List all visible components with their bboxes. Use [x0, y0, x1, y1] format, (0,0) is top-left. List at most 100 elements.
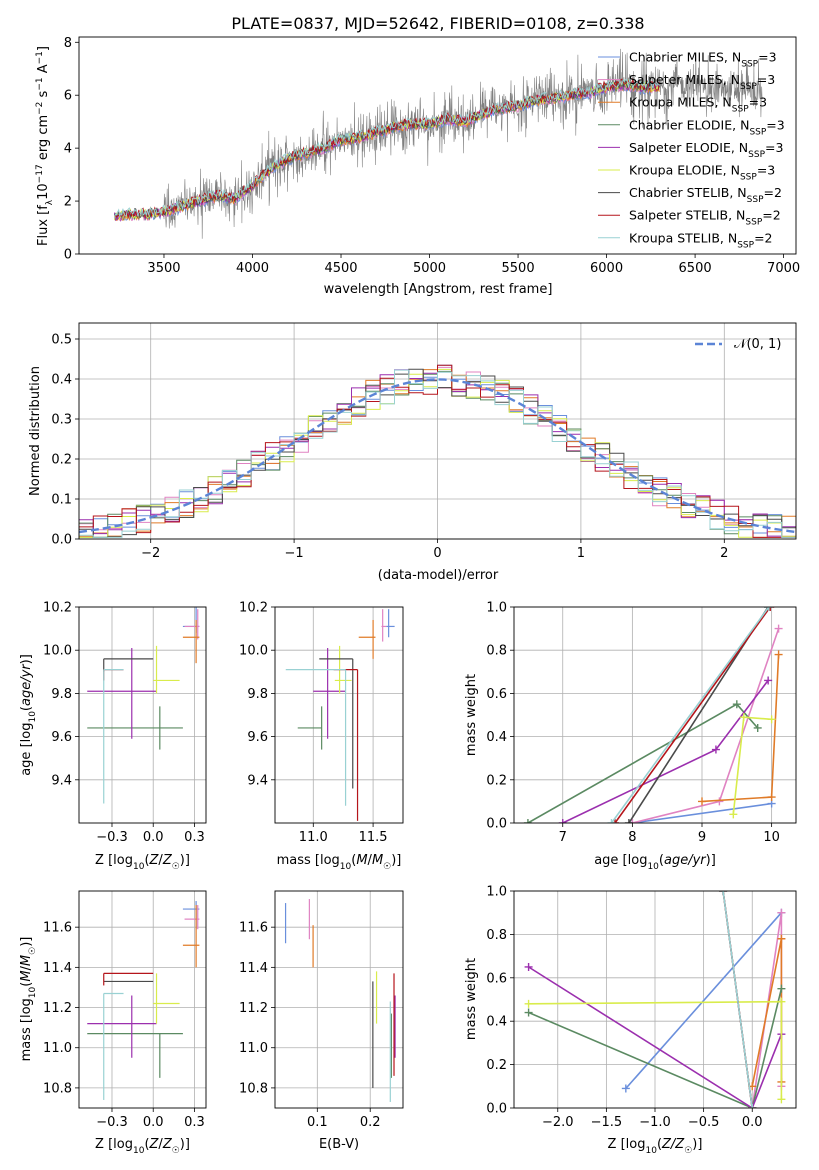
- x-tick-label: 7000: [767, 261, 800, 276]
- plus-marker: [607, 819, 616, 823]
- panel-mass_EBV: 0.1 0.2 10.8 11.0 11.2 11.4 11.6 E(B-V): [239, 890, 404, 1152]
- plus-marker: [764, 676, 773, 685]
- legend-label: Kroupa ELODIE, NSSP=3: [629, 163, 775, 183]
- plus-marker: [777, 908, 786, 917]
- y-tick-label: 10.0: [43, 644, 72, 659]
- y-tick-label: 9.6: [51, 730, 72, 745]
- y-tick-label: 0.0: [51, 533, 72, 548]
- panel-residuals: −2 −1 0 1 2 0.0 0.1 0.2 0.3 0.4 0.5 𝒩(0, 1) (data-mo…: [28, 322, 797, 583]
- x-tick-label: 2: [720, 546, 728, 561]
- panel-weight_Z: −2.0 −1.5 −1.0 −0.5 0.0 0.0 0.2 0.4 0.6 0.8 1.0 Z […: [464, 885, 797, 1156]
- y-tick-label: 0.8: [486, 928, 507, 943]
- plus-marker: [753, 723, 762, 732]
- plus-marker: [766, 607, 775, 611]
- panel-spectrum: 3500 4000 4500 5000 5500 6000 6500 7000 0 2 4 6 8 Cha…: [35, 36, 800, 297]
- plus-marker: [729, 810, 738, 819]
- x-tick-label: 9: [698, 830, 706, 845]
- x-tick-label: 0: [433, 546, 441, 561]
- x-axis-label: Z [log10(Z/Z☉)]: [95, 1137, 190, 1156]
- y-tick-label: 10.0: [239, 644, 268, 659]
- gaussian-reference-curve: [79, 378, 796, 534]
- x-tick-label: 3500: [147, 261, 180, 276]
- x-tick-label: 5000: [413, 261, 446, 276]
- legend-label: 𝒩(0, 1): [734, 337, 781, 352]
- y-tick-label: 0.4: [51, 373, 72, 388]
- x-axis-label: E(B-V): [319, 1137, 359, 1152]
- y-tick-label: 11.6: [43, 921, 72, 936]
- plus-marker: [524, 1008, 533, 1017]
- y-tick-label: 9.4: [51, 773, 72, 788]
- plus-marker: [774, 624, 783, 633]
- plot-area: [87, 607, 200, 804]
- plus-marker: [698, 797, 706, 806]
- x-tick-label: −2: [141, 546, 160, 561]
- y-tick-label: 9.4: [247, 773, 268, 788]
- x-tick-label: −1.5: [591, 1115, 623, 1130]
- y-tick-label: 0.4: [486, 1015, 507, 1030]
- plot-area: [79, 364, 796, 538]
- x-axis-label: wavelength [Angstrom, rest frame]: [324, 282, 553, 297]
- plus-marker: [739, 713, 748, 722]
- x-tick-label: 8: [628, 830, 636, 845]
- x-tick-label: 6500: [679, 261, 712, 276]
- y-tick-label: 2: [64, 195, 72, 210]
- y-tick-label: 0.2: [486, 773, 507, 788]
- x-tick-label: −1: [285, 546, 304, 561]
- x-tick-label: −2.0: [542, 1115, 574, 1130]
- x-tick-label: 10: [763, 830, 780, 845]
- mass-weight-line: [701, 654, 780, 803]
- plus-marker: [732, 700, 741, 709]
- legend-label: Chabrier MILES, NSSP=3: [629, 50, 777, 70]
- residual-histogram: [79, 364, 796, 538]
- x-tick-label: 0.2: [360, 1115, 381, 1130]
- plus-marker: [523, 819, 532, 823]
- x-axis-label: Z [log10(Z/Z☉)]: [608, 1137, 703, 1156]
- y-tick-label: 11.4: [239, 961, 268, 976]
- y-axis-label: age [log10(age/yr)]: [19, 654, 38, 776]
- y-tick-label: 0.1: [51, 493, 72, 508]
- plus-marker: [628, 819, 637, 823]
- y-axis-label: Flux [fλ10−17 erg cm−2 s−1 A−1]: [35, 46, 55, 246]
- legend-label: Salpeter ELODIE, NSSP=3: [629, 140, 783, 160]
- x-axis-label: (data-model)/error: [378, 568, 499, 583]
- legend-label: Chabrier STELIB, NSSP=2: [629, 185, 782, 205]
- model-spectrum-line: [113, 78, 660, 219]
- x-tick-label: −0.3: [96, 1115, 128, 1130]
- y-tick-label: 0.4: [486, 730, 507, 745]
- y-tick-label: 11.6: [239, 921, 268, 936]
- y-axis-label: mass weight: [464, 674, 479, 756]
- plus-marker: [715, 797, 724, 806]
- plot-area: [113, 48, 763, 239]
- plot-area: [524, 891, 786, 1108]
- x-tick-label: 6000: [590, 261, 623, 276]
- plus-marker: [748, 1104, 757, 1108]
- x-tick-label: 0.3: [184, 1115, 205, 1130]
- x-tick-label: 11.0: [299, 830, 328, 845]
- x-tick-label: 4000: [236, 261, 269, 276]
- plus-marker: [621, 1084, 630, 1093]
- residual-histogram: [79, 369, 796, 538]
- y-tick-label: 4: [64, 142, 72, 157]
- y-tick-label: 0.0: [486, 1102, 507, 1117]
- legend-label: Salpeter STELIB, NSSP=2: [629, 208, 781, 228]
- x-tick-label: 1: [577, 546, 585, 561]
- panel-mass_Z: −0.3 0.0 0.3 10.8 11.0 11.2 11.4 11.6 Z [log10(Z…: [19, 890, 207, 1156]
- plot-area: [87, 901, 200, 1100]
- y-tick-label: 0.5: [51, 333, 72, 348]
- figure-title: PLATE=0837, MJD=52642, FIBERID=0108, z=0…: [231, 14, 644, 33]
- plus-marker: [777, 934, 786, 943]
- y-tick-label: 11.2: [239, 1001, 268, 1016]
- y-tick-label: 10.8: [43, 1081, 72, 1096]
- y-tick-label: 1.0: [486, 885, 507, 900]
- x-tick-label: 4500: [324, 261, 357, 276]
- x-tick-label: 7: [559, 830, 567, 845]
- x-tick-label: 0.0: [143, 830, 164, 845]
- axes-frame: [78, 890, 207, 1109]
- axes-frame: [78, 36, 797, 255]
- y-tick-label: 11.0: [239, 1041, 268, 1056]
- x-tick-label: 0.3: [184, 830, 205, 845]
- x-tick-label: 0.1: [307, 1115, 328, 1130]
- observed-spectrum: [163, 48, 763, 239]
- plus-marker: [777, 984, 786, 993]
